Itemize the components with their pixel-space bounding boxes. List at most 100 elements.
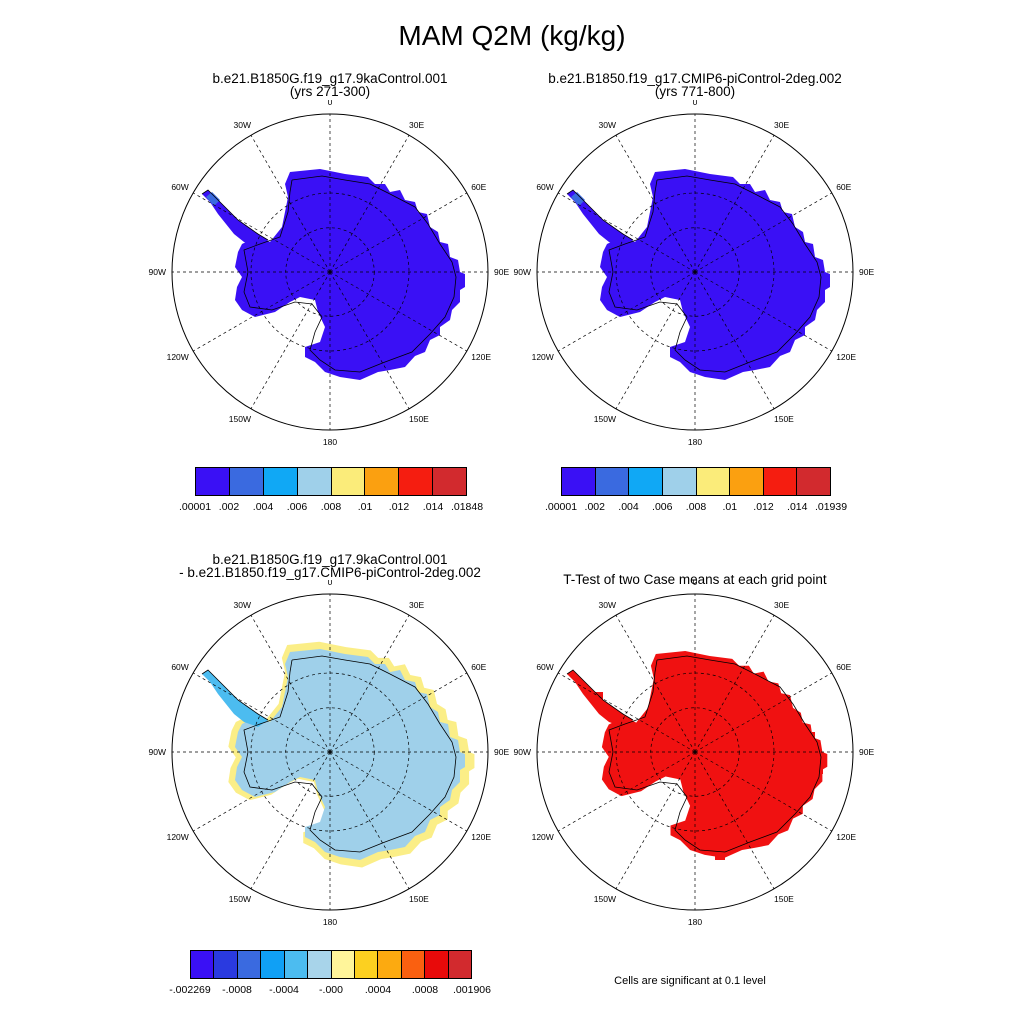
coastline: [243, 655, 457, 853]
meridian-line: [694, 135, 775, 273]
colorbar-label: .012: [388, 501, 410, 513]
panel-3-title: b.e21.B1850G.f19_g17.9kaControl.001 - b.…: [130, 552, 530, 580]
colorbar-swatch: [629, 468, 663, 495]
colorbar-label: .008: [685, 501, 707, 513]
colorbar-swatch: [763, 468, 798, 495]
longitude-label: 150E: [409, 894, 429, 904]
colorbar-swatch: [595, 468, 630, 495]
longitude-label: 150E: [774, 414, 794, 424]
longitude-label: 0: [328, 100, 333, 107]
meridian-line: [250, 135, 331, 273]
longitude-label: 90E: [494, 267, 509, 277]
longitude-label: 60E: [836, 662, 851, 672]
meridian-line: [193, 672, 331, 753]
meridian-line: [694, 672, 832, 753]
peninsula-fill: [202, 670, 268, 727]
map-graticule: [537, 594, 853, 910]
colorbar-label: .0004: [364, 984, 392, 996]
longitude-label: 60W: [536, 182, 553, 192]
meridian-line: [329, 751, 410, 889]
meridian-line: [193, 271, 331, 352]
colorbar-swatch: [354, 951, 379, 978]
colorbar-swatch: [214, 951, 238, 978]
panel-4-title-line2: T-Test of two Case means at each grid po…: [563, 572, 827, 587]
longitude-label: 30W: [234, 120, 251, 130]
longitude-label: 60E: [471, 662, 486, 672]
longitude-label: 90W: [514, 747, 531, 757]
colorbar-swatch: [229, 468, 264, 495]
figure-title: MAM Q2M (kg/kg): [398, 20, 626, 51]
colorbar-label: .014: [787, 501, 808, 513]
colorbar-label: -.0008: [222, 984, 252, 996]
colorbar-label: -.0004: [269, 984, 299, 996]
longitude-label: 120E: [471, 832, 491, 842]
longitude-label: 30W: [599, 600, 616, 610]
colorbar-label: .014: [422, 501, 444, 513]
panel-3-colorbar: [190, 950, 472, 979]
peninsula-coastline: [201, 669, 269, 721]
colorbar-swatch: [425, 951, 449, 978]
longitude-label: 60E: [836, 182, 851, 192]
meridian-line: [694, 751, 775, 889]
panel-4-title: T-Test of two Case means at each grid po…: [495, 572, 895, 587]
colorbar-swatch: [263, 468, 298, 495]
meridian-line: [250, 271, 331, 409]
significant-cells: [567, 651, 828, 860]
colorbar-swatch: [196, 468, 230, 495]
meridian-line: [329, 135, 410, 273]
colorbar-swatch: [696, 468, 731, 495]
map-boundary: [536, 593, 854, 911]
meridian-line: [615, 615, 696, 753]
meridian-line: [329, 672, 467, 753]
continent-fill: [235, 169, 465, 380]
longitude-label: 90W: [149, 747, 166, 757]
colorbar-swatch: [191, 951, 215, 978]
colorbar-swatch: [433, 468, 466, 495]
meridian-line: [615, 751, 696, 889]
longitude-label: 150W: [594, 414, 616, 424]
panel-1-title: b.e21.B1850G.f19_g17.9kaControl.001 (yrs…: [130, 72, 530, 99]
longitude-label: 30W: [599, 120, 616, 130]
meridian-line: [694, 615, 775, 753]
coastline: [243, 175, 457, 373]
meridian-line: [329, 271, 467, 352]
colorbar-label: .004: [618, 501, 639, 513]
map-graticule: [537, 114, 853, 430]
longitude-label: 120E: [471, 352, 491, 362]
longitude-label: 90W: [149, 267, 166, 277]
meridian-line: [558, 672, 696, 753]
colorbar-swatch: [331, 468, 366, 495]
map-boundary: [171, 113, 489, 431]
meridian-line: [694, 192, 832, 273]
longitude-label: 180: [688, 917, 702, 925]
meridian-line: [193, 751, 331, 832]
peninsula-coastline: [201, 189, 269, 241]
colorbar-label: .00001: [178, 501, 212, 513]
longitude-label: 120W: [167, 352, 189, 362]
map-boundary: [171, 593, 489, 911]
colorbar-swatch: [562, 468, 596, 495]
meridian-line: [615, 135, 696, 273]
map-graticule: [172, 594, 488, 910]
meridian-line: [694, 271, 775, 409]
longitude-label: 120W: [532, 352, 554, 362]
meridian-line: [558, 192, 696, 273]
longitude-label: 30E: [774, 600, 789, 610]
longitude-label: 90E: [494, 747, 509, 757]
longitude-label: 120E: [836, 352, 856, 362]
colorbar-label: .006: [286, 501, 308, 513]
longitude-label: 30W: [234, 600, 251, 610]
meridian-line: [694, 271, 832, 352]
colorbar-label: .002: [584, 501, 605, 513]
longitude-label: 150W: [594, 894, 616, 904]
colorbar-swatch: [730, 468, 764, 495]
longitude-label: 180: [323, 437, 337, 445]
peninsula-coastline: [566, 669, 634, 721]
meridian-line: [558, 271, 696, 352]
colorbar-swatch: [401, 951, 426, 978]
longitude-label: 0: [328, 580, 333, 587]
panel-3-title-line1: b.e21.B1850G.f19_g17.9kaControl.001: [212, 552, 448, 567]
colorbar-label: .001906: [453, 984, 491, 996]
colorbar-swatch: [399, 468, 434, 495]
colorbar-swatch: [448, 951, 472, 978]
